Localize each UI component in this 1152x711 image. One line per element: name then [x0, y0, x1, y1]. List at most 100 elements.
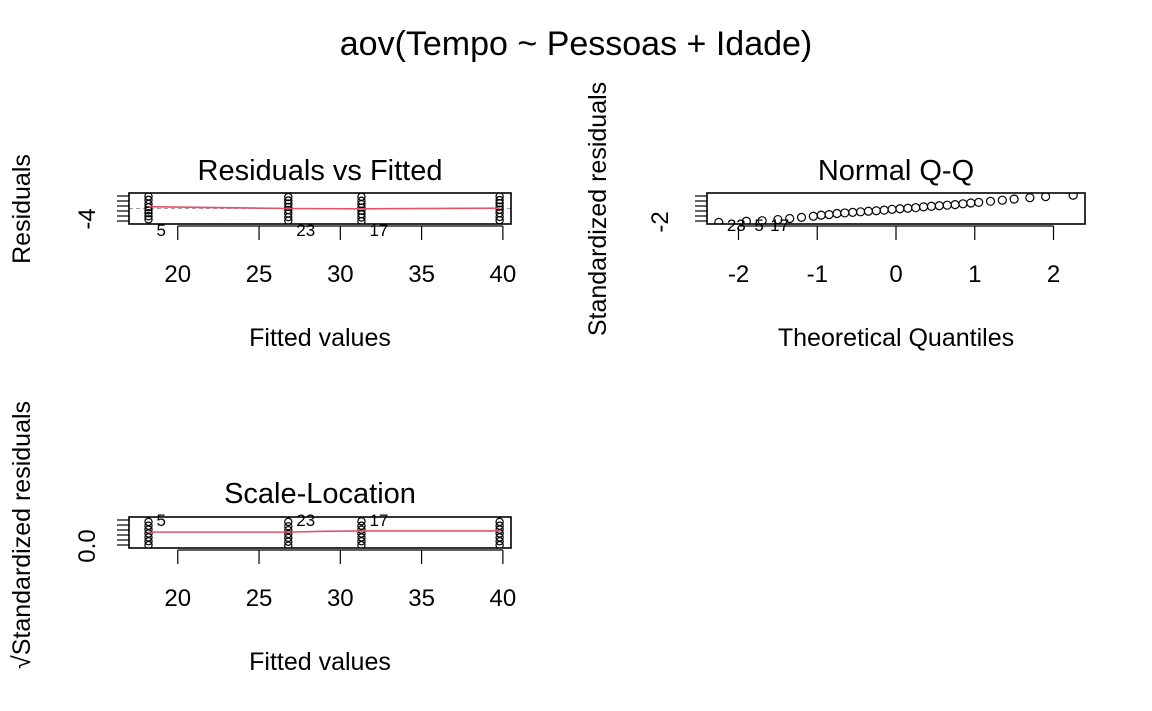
resid-point: [495, 205, 504, 214]
resid-point: [495, 193, 504, 201]
scale-point: [284, 525, 293, 535]
qq-data-layer: [714, 193, 1078, 224]
main-title: aov(Tempo ~ Pessoas + Idade): [339, 25, 813, 63]
resid-x-label: Fitted values: [249, 324, 391, 352]
qq-point: [863, 206, 874, 216]
resid-point: [284, 196, 293, 205]
scale-x-label: Fitted values: [249, 648, 391, 676]
scale-obs-label: 17: [369, 511, 388, 530]
qq-point: [903, 203, 913, 213]
scale-x-tick-label: 25: [246, 585, 273, 612]
resid-point: [144, 208, 153, 218]
scale-point: [357, 517, 366, 526]
qq-point: [942, 200, 952, 210]
resid-point: [144, 215, 153, 224]
qq-point: [785, 213, 795, 224]
resid-point: [357, 206, 366, 215]
resid-x-tick-label: 25: [246, 261, 273, 288]
resid-x-tick-label: 40: [490, 261, 517, 288]
qq-obs-label: 23: [727, 216, 746, 235]
qq-x-tick-label: 1: [968, 261, 981, 288]
qq-point: [918, 202, 929, 212]
qq-point: [974, 197, 984, 208]
resid-point: [144, 193, 153, 201]
scale-point: [284, 522, 293, 531]
qq-x-tick-label: -2: [728, 261, 749, 288]
qq-point: [997, 195, 1007, 205]
resid-y-tick-label: -4: [74, 208, 101, 229]
scale-point: [495, 521, 504, 530]
qq-point: [796, 212, 807, 222]
scale-data-layer: [144, 517, 504, 548]
resid-point: [495, 202, 504, 211]
resid-obs-label: 5: [157, 221, 166, 240]
qq-point: [714, 217, 724, 224]
scale-x-tick-label: 35: [408, 585, 435, 612]
qq-point: [757, 216, 767, 224]
resid-x-tick-label: 35: [408, 261, 435, 288]
qq-point: [848, 207, 858, 217]
qq-y-tick-label: -2: [647, 211, 674, 232]
scale-point: [357, 525, 366, 534]
qq-point: [887, 204, 897, 214]
qq-point: [1025, 193, 1035, 203]
resid-point: [495, 195, 504, 205]
qq-point: [934, 201, 944, 211]
qq-point: [966, 198, 976, 208]
qq-point: [816, 210, 826, 220]
scale-obs-label: 23: [296, 511, 315, 530]
qq-point: [741, 216, 751, 224]
resid-x-tick-label: 30: [327, 261, 354, 288]
resid-point: [284, 209, 293, 218]
resid-point: [357, 209, 366, 219]
qq-x-tick-label: -1: [807, 261, 828, 288]
resid-point: [284, 199, 293, 208]
resid-point: [284, 202, 293, 212]
resid-y-label: Residuals: [8, 154, 36, 264]
qq-point: [911, 203, 921, 213]
scale-point: [284, 517, 293, 527]
qq-obs-label: 17: [770, 216, 789, 235]
scale-point: [144, 521, 153, 530]
qq-point: [950, 200, 960, 210]
resid-obs-label: 23: [296, 221, 315, 240]
scale-smooth-line: [148, 530, 500, 533]
qq-point: [855, 207, 866, 217]
resid-plot-box: [128, 192, 512, 225]
scale-x-tick-label: 20: [164, 585, 191, 612]
qq-point: [926, 201, 937, 211]
scale-title: Scale-Location: [224, 478, 416, 510]
qq-point: [824, 209, 834, 220]
qq-point: [832, 208, 842, 219]
resid-x-tick-label: 20: [164, 261, 191, 288]
resid-point: [357, 196, 366, 205]
qq-point: [879, 205, 889, 215]
qq-point: [840, 208, 850, 218]
scale-obs-label: 5: [157, 511, 166, 530]
qq-point: [1068, 193, 1078, 200]
scale-point: [357, 521, 366, 530]
qq-plot-box: [706, 192, 1086, 225]
qq-point: [808, 211, 818, 221]
scale-x-tick-label: 30: [327, 585, 354, 612]
resid-point: [144, 195, 153, 205]
qq-title: Normal Q-Q: [818, 155, 974, 187]
qq-x-tick-label: 0: [889, 261, 902, 288]
resid-data-layer: [129, 193, 511, 224]
scale-point: [144, 517, 153, 527]
scale-point: [495, 517, 504, 527]
qq-x-label: Theoretical Quantiles: [778, 324, 1014, 352]
resid-obs-label: 17: [369, 221, 388, 240]
qq-point: [1041, 193, 1051, 202]
scale-y-tick-label: 0.0: [74, 529, 101, 562]
resid-point: [495, 208, 504, 218]
qq-y-label: Standardized residuals: [584, 82, 612, 336]
qq-point: [895, 204, 905, 214]
resid-point: [284, 205, 293, 215]
resid-smooth-line: [148, 205, 500, 210]
scale-y-label: √Standardized residuals: [8, 401, 36, 669]
resid-point: [144, 212, 153, 221]
qq-point: [1009, 194, 1019, 204]
qq-point: [985, 196, 996, 206]
